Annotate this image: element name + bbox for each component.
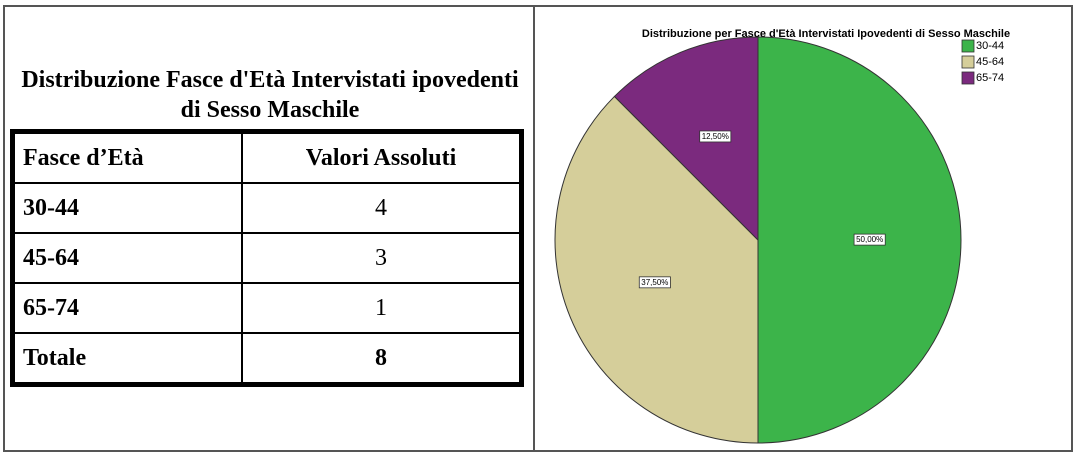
- header-cell: Fasce d’Età: [11, 130, 243, 184]
- label-box: [699, 130, 732, 143]
- table: Fasce d’Età Valori Assoluti 30-44 4 45-64 3…: [10, 129, 524, 387]
- cell: 30-44: [11, 182, 243, 234]
- data-label: 37,50%: [641, 278, 668, 287]
- row: 30-44 4: [11, 182, 523, 234]
- legend-label: 30-44: [976, 40, 1004, 52]
- header-row: Fasce d’Età Valori Assoluti: [11, 130, 523, 184]
- pie-slice: [554, 95, 759, 444]
- cell: 45-64: [11, 232, 243, 284]
- data-label: 50,00%: [856, 235, 883, 244]
- legend-label: 45-64: [976, 56, 1004, 68]
- cell: 4: [241, 182, 523, 234]
- row: 45-64 3: [11, 232, 523, 284]
- label-box: [638, 276, 671, 289]
- cell: 1: [241, 282, 523, 334]
- cell: Totale: [11, 332, 243, 386]
- row: 65-74 1: [11, 282, 523, 334]
- chart-panel: [533, 5, 1073, 452]
- pie-slice: [613, 36, 759, 242]
- legend-swatch: [961, 55, 975, 69]
- cell: 8: [241, 332, 523, 386]
- total-row: Totale 8: [11, 332, 523, 386]
- legend-swatch: [961, 39, 975, 53]
- data-label: 12,50%: [702, 132, 729, 141]
- table-panel: Distribuzione Fasce d'Età Intervistati i…: [3, 5, 535, 452]
- cell: 3: [241, 232, 523, 284]
- table-title: Distribuzione Fasce d'Età Intervistati i…: [21, 67, 519, 123]
- header-cell: Valori Assoluti: [241, 130, 523, 184]
- legend-swatch: [961, 71, 975, 85]
- cell: 65-74: [11, 282, 243, 334]
- chart-title: Distribuzione per Fasce d'Età Intervista…: [642, 28, 1010, 40]
- legend-label: 65-74: [976, 72, 1004, 84]
- label-box: [853, 233, 886, 246]
